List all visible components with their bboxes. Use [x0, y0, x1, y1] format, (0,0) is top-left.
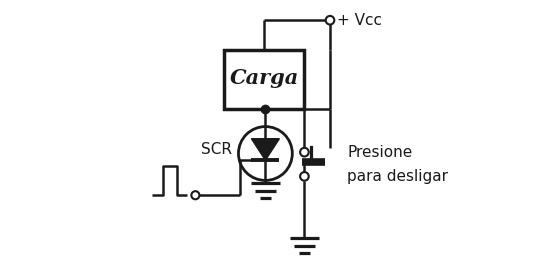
Bar [224, 50, 305, 109]
Text: Carga: Carga [229, 68, 299, 88]
Polygon shape [251, 139, 279, 160]
Circle shape [326, 16, 334, 24]
Text: para desligar: para desligar [347, 169, 448, 184]
Circle shape [300, 148, 309, 156]
Text: SCR: SCR [201, 142, 232, 157]
Text: + Vcc: + Vcc [337, 13, 382, 28]
Circle shape [239, 126, 292, 180]
Text: Presione: Presione [347, 145, 413, 160]
Circle shape [300, 172, 309, 181]
Circle shape [191, 191, 199, 199]
